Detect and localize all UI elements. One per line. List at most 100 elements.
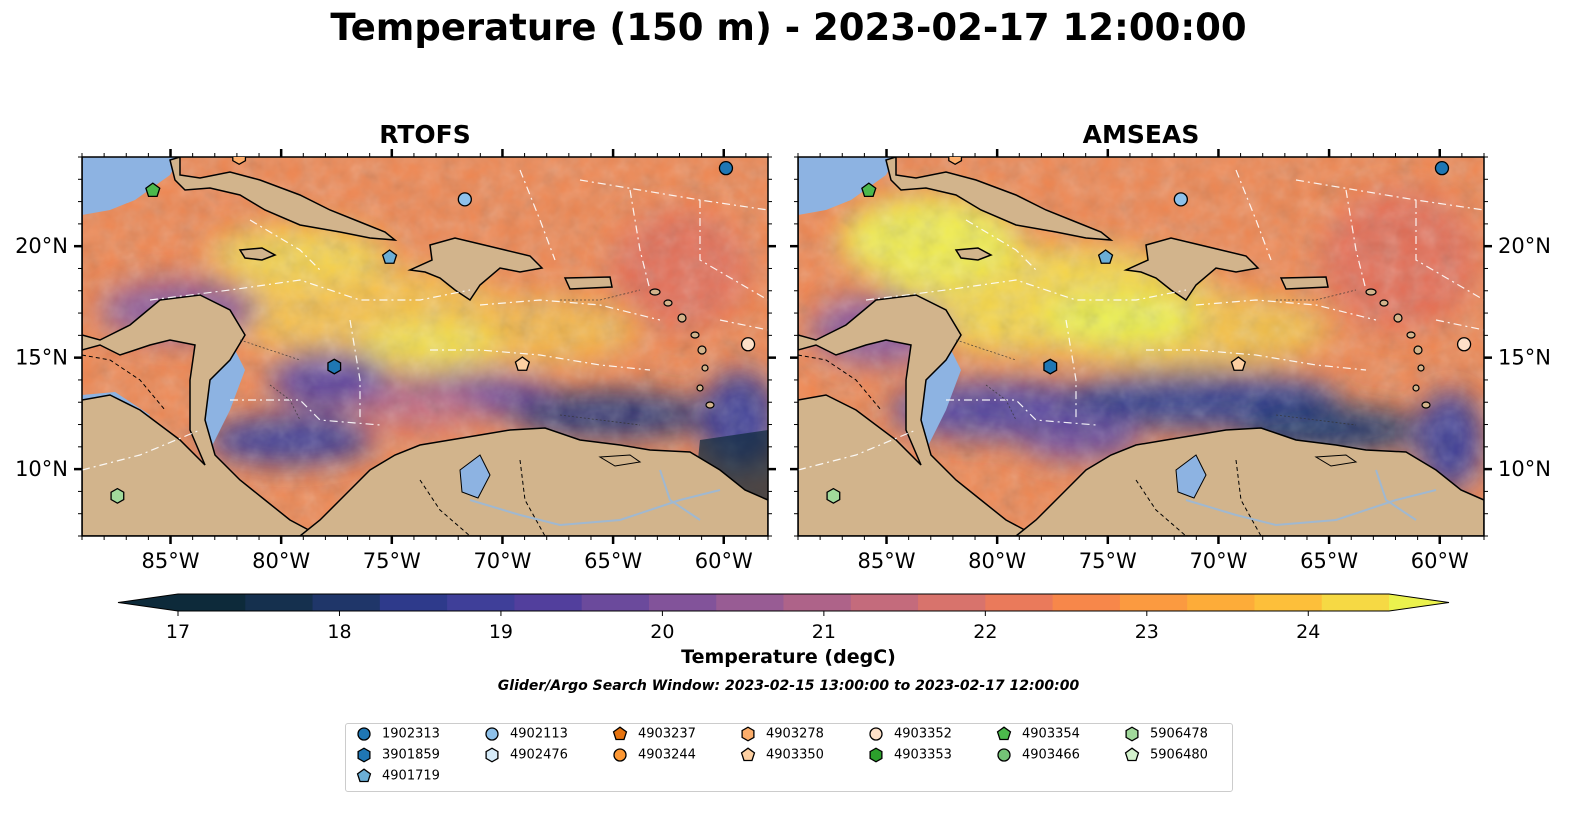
colorbar-extend-high	[1389, 594, 1449, 611]
float-marker-1902313	[718, 160, 734, 176]
legend-marker	[997, 748, 1011, 762]
colorbar-bin	[379, 594, 448, 611]
legend-label: 5906480	[1150, 747, 1208, 763]
legend-marker-icon	[996, 726, 1012, 741]
colorbar-bin	[850, 594, 919, 611]
legend-item: 4902113	[484, 726, 568, 742]
legend-item: 3901859	[356, 747, 440, 763]
legend-item: 4903352	[868, 726, 952, 742]
float-marker-4902113	[457, 192, 472, 207]
colorbar-bin	[648, 594, 717, 611]
legend-marker	[357, 747, 371, 763]
legend-marker	[741, 726, 755, 742]
legend-marker-icon	[485, 747, 499, 763]
float-marker-4903352	[740, 337, 756, 352]
colorbar-bin	[1254, 594, 1323, 611]
legend-label: 4903466	[1022, 747, 1080, 763]
float-marker-1902313	[1434, 160, 1450, 176]
legend-marker	[1124, 747, 1140, 762]
legend-label: 4902113	[510, 726, 568, 742]
legend-marker	[869, 727, 883, 741]
colorbar-bin	[1187, 594, 1255, 611]
colorbar-bin	[245, 594, 314, 611]
legend-marker-icon	[1124, 747, 1140, 762]
legend-marker	[485, 747, 499, 763]
lat-tick-label: 15°N	[1498, 346, 1551, 370]
lon-tick-label: 85°W	[858, 549, 916, 573]
legend-label: 4903350	[766, 747, 824, 763]
legend-item: 4903237	[612, 726, 696, 742]
panel-title-rtofs: RTOFS	[379, 120, 471, 149]
float-marker-4903354	[861, 182, 877, 197]
frame-rtofs	[81, 156, 769, 537]
float-marker-4901719	[381, 249, 398, 264]
colorbar: 17 18 19 20 21 22 23 24	[117, 593, 1450, 643]
lat-tick-label: 10°N	[15, 457, 68, 481]
legend-marker	[1125, 726, 1139, 742]
legend-item: 4903278	[740, 726, 824, 742]
lat-tick-label: 10°N	[1498, 457, 1551, 481]
lon-tick-label: 65°W	[1300, 549, 1358, 573]
legend-marker	[356, 768, 372, 783]
legend-label: 4903244	[638, 747, 696, 763]
legend-label: 4902476	[510, 747, 568, 763]
map-rtofs	[82, 157, 768, 536]
legend-label: 4903353	[894, 747, 952, 763]
colorbar-extend-low	[118, 594, 178, 611]
colorbar-bin	[581, 594, 650, 611]
colorbar-bin	[1119, 594, 1188, 611]
marker-legend: 1902313 3901859 4901719 4902113 4902476 49032…	[345, 723, 1233, 792]
lon-tick-label: 75°W	[363, 549, 421, 573]
lat-tick-label: 15°N	[15, 346, 68, 370]
legend-marker-icon	[485, 727, 499, 741]
legend-item: 5906478	[1124, 726, 1208, 742]
float-marker-3901859	[1043, 358, 1058, 375]
colorbar-bin	[447, 594, 515, 611]
colorbar-bin	[985, 594, 1054, 611]
colorbar-tick-label: 19	[489, 621, 513, 643]
colorbar-tick-label: 21	[812, 621, 836, 643]
float-marker-5906478	[110, 487, 125, 504]
colorbar-tick-label: 23	[1135, 621, 1159, 643]
colorbar-tick-label: 24	[1296, 621, 1320, 643]
map-amseas	[798, 157, 1484, 536]
lon-tick-label: 60°W	[1411, 549, 1469, 573]
colorbar-bin	[783, 594, 852, 611]
float-marker-4903350	[1230, 356, 1247, 371]
colorbar-bin	[1321, 594, 1390, 611]
legend-marker	[612, 726, 628, 741]
legend-marker	[613, 748, 627, 762]
lon-tick-label: 80°W	[252, 549, 310, 573]
colorbar-tick-label: 18	[327, 621, 351, 643]
legend-marker-icon	[741, 726, 755, 742]
float-marker-4902113	[1173, 192, 1188, 207]
colorbar-bin	[716, 594, 784, 611]
legend-item: 4903353	[868, 747, 952, 763]
float-marker-5906478	[826, 487, 841, 504]
lat-tick-label: 20°N	[15, 234, 68, 258]
lat-tick-label: 20°N	[1498, 234, 1551, 258]
legend-marker-icon	[612, 726, 628, 741]
colorbar-bin	[918, 594, 986, 611]
legend-marker-icon	[869, 747, 883, 763]
colorbar-tick-label: 17	[166, 621, 190, 643]
colorbar-bin	[514, 594, 583, 611]
colorbar-tick-label: 22	[973, 621, 997, 643]
lon-tick-label: 70°W	[1189, 549, 1247, 573]
legend-marker-icon	[740, 747, 756, 762]
float-marker-4903278	[948, 157, 963, 166]
legend-item: 4902476	[484, 747, 568, 763]
lon-tick-label: 80°W	[968, 549, 1026, 573]
colorbar-bin	[1052, 594, 1121, 611]
float-marker-4903350	[514, 356, 531, 371]
float-marker-3901859	[327, 358, 342, 375]
legend-marker-icon	[997, 748, 1011, 762]
legend-label: 4903354	[1022, 726, 1080, 742]
float-markers	[110, 157, 1472, 504]
panel-title-amseas: AMSEAS	[1082, 120, 1200, 149]
colorbar-tick-label: 20	[650, 621, 674, 643]
legend-marker-icon	[613, 748, 627, 762]
lon-tick-label: 65°W	[584, 549, 642, 573]
search-window-text: Glider/Argo Search Window: 2023-02-15 13…	[497, 678, 1080, 694]
